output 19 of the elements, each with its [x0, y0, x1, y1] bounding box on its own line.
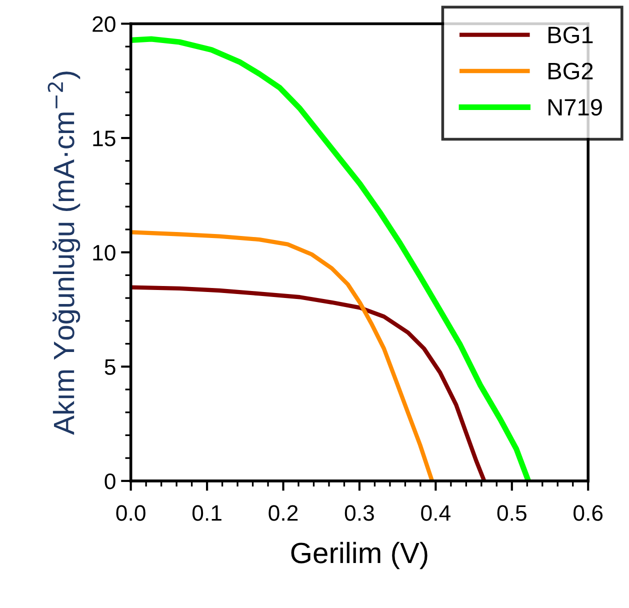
y-tick-label: 15	[93, 130, 116, 146]
x-axis-title: Gerilim (V)	[291, 542, 428, 570]
legend-label: N719	[548, 98, 602, 116]
x-tick-label: 0.6	[574, 505, 603, 521]
y-tick-label: 20	[92, 16, 116, 32]
x-tick-label: 0.3	[344, 505, 374, 521]
x-tick-label: 0.1	[192, 505, 222, 521]
legend-label: BG1	[548, 26, 593, 44]
line-series	[130, 285, 486, 481]
x-tick-label: 0.0	[116, 505, 146, 521]
legend-label: BG2	[548, 62, 593, 80]
x-tick-label: 0.4	[421, 505, 450, 521]
y-axis-title: Akım Yoğunluğu (mA·cm$^{−2}$)	[48, 72, 80, 435]
y-tick-label: 0	[104, 473, 116, 490]
line-series	[130, 230, 434, 481]
x-tick-label: 0.5	[497, 505, 526, 521]
y-tick-label: 5	[104, 359, 116, 375]
y-tick-label: 10	[93, 244, 116, 261]
x-tick-label: 0.2	[268, 505, 298, 521]
